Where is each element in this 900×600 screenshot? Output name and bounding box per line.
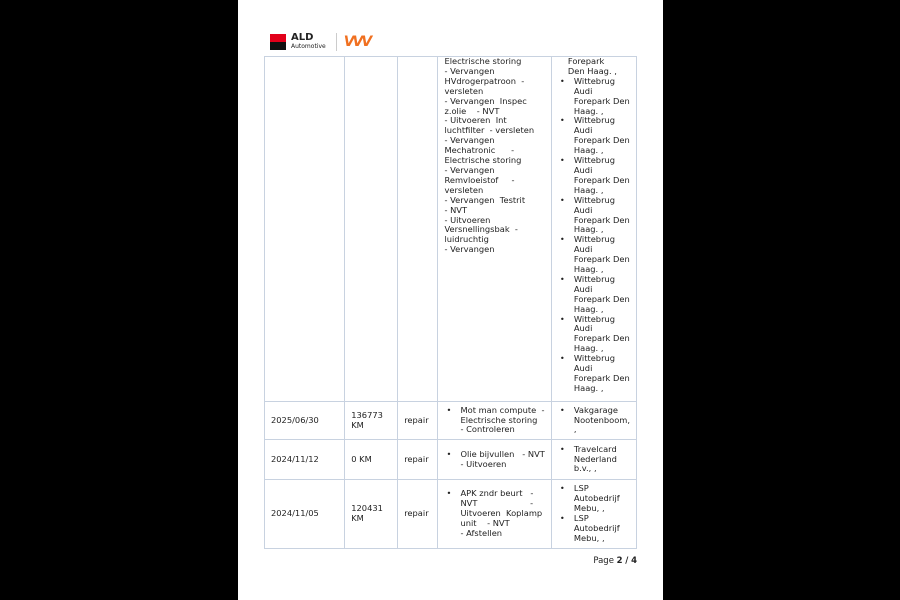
garage-item: Wittebrug Audi Forepark Den Haag. , bbox=[560, 314, 630, 355]
km-cell: 136773 KM bbox=[344, 401, 399, 440]
garage-item: Wittebrug Audi Forepark Den Haag. , bbox=[560, 116, 630, 156]
garage-item: Travelcard Nederland b.v., , bbox=[560, 444, 630, 475]
garage-cell: LSP Autobedrijf Mebu, ,LSP Autobedrijf M… bbox=[550, 479, 638, 549]
km-cell: 120431 KM bbox=[344, 479, 399, 549]
description-line: - Vervangen Testrit bbox=[444, 194, 526, 205]
description-line: NVT - bbox=[460, 498, 534, 509]
description-cell: Mot man compute -Electrische storing- Co… bbox=[437, 401, 552, 440]
description-line: versleten bbox=[444, 184, 484, 195]
page-number: Page 2 / 4 bbox=[593, 556, 637, 566]
description-line: - Uitvoeren Int bbox=[444, 115, 507, 126]
garage-item: LSP Autobedrijf Mebu, , bbox=[560, 483, 630, 514]
logo-divider bbox=[335, 33, 337, 51]
description-line: - Afstellen bbox=[460, 527, 503, 538]
garage-item: Wittebrug Audi Forepark Den Haag. , bbox=[560, 353, 630, 394]
description-line: - Vervangen bbox=[444, 244, 495, 255]
description-line: Electrische storing bbox=[460, 414, 538, 425]
type-cell: repair bbox=[397, 439, 439, 480]
description-line: - Vervangen Inspec bbox=[444, 95, 527, 106]
type-cell: repair bbox=[397, 479, 439, 549]
description-cell: APK zndr beurt -NVT -Uitvoeren Koplampun… bbox=[437, 479, 552, 549]
garage-item: Wittebrug Audi Forepark Den Haag. , bbox=[560, 76, 630, 117]
table-row: 2024/11/120 KMrepairOlie bijvullen - NVT… bbox=[263, 439, 638, 480]
description-line: luchtfilter - versleten bbox=[444, 125, 535, 136]
km-cell bbox=[344, 56, 399, 402]
date-cell: 2025/06/30 bbox=[263, 401, 346, 440]
description-line: Mechatronic - bbox=[444, 145, 515, 156]
description-line: Electrische storing bbox=[444, 56, 522, 66]
description-line: versleten bbox=[444, 85, 484, 96]
brand-name: ALD bbox=[291, 31, 314, 43]
date-cell: 2024/11/12 bbox=[263, 439, 346, 480]
table-row: Electrische storing - Vervangen HVdrogerpa… bbox=[263, 56, 638, 402]
document-page: ALD Automotive VVV Electrische storing - V… bbox=[238, 0, 663, 600]
header-logo: ALD Automotive VVV bbox=[270, 31, 372, 51]
garage-item: LSP Autobedrijf Mebu, , bbox=[560, 513, 630, 544]
description-line: Remvloeistof - bbox=[444, 174, 515, 185]
description-line: HVdrogerpatroon - bbox=[444, 75, 525, 86]
description-line: - Uitvoeren bbox=[460, 458, 507, 469]
garage-line: Forepark bbox=[567, 56, 605, 66]
description-line: - NVT bbox=[444, 204, 468, 215]
garage-cell: Travelcard Nederland b.v., , bbox=[550, 439, 638, 480]
km-cell: 0 KM bbox=[344, 439, 399, 480]
description-line: - Vervangen bbox=[444, 65, 495, 76]
description-line: Olie bijvullen - NVT bbox=[460, 448, 545, 459]
ald-logo-icon bbox=[270, 34, 286, 50]
description-line: - Vervangen bbox=[444, 135, 495, 146]
garage-item: Wittebrug Audi Forepark Den Haag. , bbox=[560, 155, 630, 196]
garage-item: Wittebrug Audi Forepark Den Haag. , bbox=[560, 274, 630, 315]
description-cell: Olie bijvullen - NVT- Uitvoeren bbox=[437, 439, 552, 480]
description-line: unit - NVT bbox=[460, 517, 510, 528]
description-line: Versnellingsbak - bbox=[444, 224, 518, 235]
type-cell bbox=[397, 56, 439, 402]
description-line: - Uitvoeren bbox=[444, 214, 491, 225]
maintenance-table: Electrische storing - Vervangen HVdrogerpa… bbox=[263, 56, 638, 549]
description-line: Electrische storing bbox=[444, 155, 522, 166]
description-line: APK zndr beurt - bbox=[460, 488, 534, 499]
garage-item: Vakgarage Nootenboom, , bbox=[560, 405, 630, 436]
garage-cell: Vakgarage Nootenboom, , bbox=[550, 401, 638, 440]
description-cell: Electrische storing - Vervangen HVdrogerpa… bbox=[437, 56, 552, 402]
date-cell bbox=[263, 56, 346, 402]
description-line: Mot man compute - bbox=[460, 404, 545, 415]
description-line: z.olie - NVT bbox=[444, 105, 500, 116]
description-line: luidruchtig bbox=[444, 234, 489, 245]
description-line: - Vervangen bbox=[444, 164, 495, 175]
type-cell: repair bbox=[397, 401, 439, 440]
description-line: - Controleren bbox=[460, 424, 515, 435]
description-line: Uitvoeren Koplamp bbox=[460, 508, 543, 519]
date-cell: 2024/11/05 bbox=[263, 479, 346, 549]
garage-item: Wittebrug Audi Forepark Den Haag. , bbox=[560, 195, 630, 236]
brand-sub: Automotive bbox=[291, 42, 326, 50]
partner-logo: VVV bbox=[343, 34, 372, 50]
garage-line: Den Haag. , bbox=[567, 65, 617, 76]
garage-item: Wittebrug Audi Forepark Den Haag. , bbox=[560, 234, 630, 275]
